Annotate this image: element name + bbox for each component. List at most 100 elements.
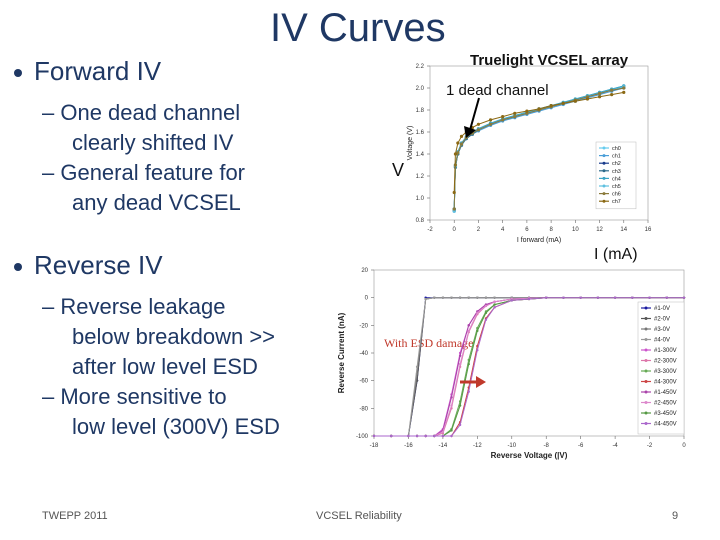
legend-marker <box>602 154 606 158</box>
data-point <box>648 296 651 299</box>
data-point <box>527 297 531 301</box>
dead-channel-label: 1 dead channel <box>446 82 549 99</box>
y-tick-label: 1.4 <box>416 152 425 158</box>
x-tick-label: 0 <box>682 443 686 449</box>
y-tick-label: 20 <box>361 268 368 274</box>
legend-label: #2-450V <box>654 401 677 407</box>
legend-label: #2-0V <box>654 317 670 323</box>
data-point <box>476 349 479 352</box>
legend-label: #4-0V <box>654 338 670 344</box>
data-point <box>573 99 577 103</box>
data-point <box>456 151 460 155</box>
y-tick-label: -60 <box>359 379 368 385</box>
bullet-dot <box>14 263 22 272</box>
legend-label: #3-0V <box>654 327 670 333</box>
series-line <box>374 297 684 437</box>
y-tick-label: 0 <box>365 296 369 302</box>
x-axis-label: I forward (mA) <box>517 237 561 244</box>
legend-marker <box>644 411 648 415</box>
legend-label: #3-450V <box>654 411 677 417</box>
data-point <box>613 296 617 299</box>
arrow-head <box>464 126 476 138</box>
x-tick-label: -2 <box>647 443 653 449</box>
footer-event: TWEPP 2011 <box>42 510 108 522</box>
y-tick-label: 0.8 <box>416 218 425 224</box>
legend-label: ch1 <box>612 154 621 160</box>
series-line <box>374 297 684 437</box>
subpoint: – Reverse leakage <box>42 294 226 319</box>
data-point <box>513 111 517 115</box>
series-line <box>374 297 684 437</box>
legend-label: ch6 <box>612 192 621 198</box>
data-point <box>467 362 470 366</box>
data-point <box>493 303 496 306</box>
data-point <box>597 91 602 96</box>
data-point <box>467 390 470 393</box>
legend-label: #4-450V <box>654 422 677 428</box>
data-point <box>484 318 488 321</box>
arrow-shaft <box>469 97 480 131</box>
y-axis-label: Reverse Current (nA) <box>337 312 346 393</box>
data-point <box>484 311 488 315</box>
array-label: Truelight VCSEL array <box>470 52 629 69</box>
data-point <box>415 365 419 369</box>
legend-label: #2-300V <box>654 359 677 365</box>
x-tick-label: -18 <box>370 443 379 449</box>
data-point <box>476 128 481 132</box>
series-line <box>374 297 684 437</box>
reverse-iv-subpoints: – Reverse leakage below breakdown >> aft… <box>42 292 280 442</box>
series-line <box>374 297 684 437</box>
series-line <box>374 297 684 437</box>
x-tick-label: 10 <box>572 227 579 233</box>
data-point <box>450 434 453 438</box>
legend-marker <box>602 184 606 188</box>
data-point <box>561 101 565 105</box>
esd-damage-label: With ESD damage <box>384 336 474 350</box>
forward-iv-subpoints: – One dead channel clearly shifted IV – … <box>42 98 245 218</box>
legend-marker <box>602 192 606 196</box>
data-point <box>549 104 553 108</box>
legend-label: #1-300V <box>654 348 677 354</box>
x-tick-label: 14 <box>620 227 627 233</box>
data-point <box>458 423 462 427</box>
data-point <box>467 329 470 333</box>
data-point <box>450 296 453 299</box>
data-point <box>493 300 496 304</box>
data-point <box>467 324 470 327</box>
data-point <box>484 296 488 299</box>
y-tick-label: 1.6 <box>416 130 425 136</box>
data-point <box>484 304 488 308</box>
data-point <box>488 118 493 122</box>
series-line <box>374 297 684 437</box>
data-point <box>585 97 590 101</box>
esd-arrow-head <box>476 376 486 388</box>
subpoint: – One dead channel <box>42 100 241 125</box>
data-point <box>450 396 453 399</box>
x-tick-label: -16 <box>404 443 413 449</box>
data-point <box>456 141 460 145</box>
y-tick-label: 1.0 <box>416 196 425 202</box>
x-tick-label: 6 <box>525 227 529 233</box>
data-point <box>450 404 453 407</box>
data-point <box>622 90 626 94</box>
data-point <box>488 122 493 126</box>
series-line <box>374 297 684 437</box>
x-tick-label: -6 <box>578 443 584 449</box>
y-tick-label: -20 <box>359 323 368 329</box>
subpoint: below breakdown >> <box>72 324 276 349</box>
x-tick-label: -12 <box>473 443 482 449</box>
legend-box <box>637 301 685 435</box>
data-point <box>433 434 436 438</box>
data-point <box>450 429 453 432</box>
data-point <box>513 115 517 119</box>
data-point <box>441 434 445 438</box>
data-point <box>510 299 513 302</box>
data-point <box>562 296 565 299</box>
data-point <box>453 152 458 156</box>
data-point <box>452 190 456 195</box>
legend-marker <box>602 161 606 165</box>
data-point <box>459 142 464 146</box>
data-point <box>585 95 590 99</box>
data-point <box>476 122 481 126</box>
data-point <box>476 311 479 315</box>
